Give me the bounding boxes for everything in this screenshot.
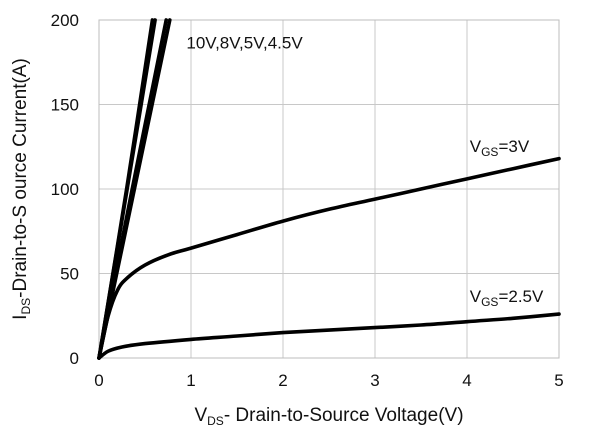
y-tick-label-1: 50 [60, 265, 79, 284]
x-tick-label-5: 5 [554, 371, 563, 390]
x-tick-label-2: 2 [278, 371, 287, 390]
annotation-ann-high: 10V,8V,5V,4.5V [186, 34, 303, 53]
x-tick-label-3: 3 [370, 371, 379, 390]
annotation-ann-2.5v: VGS=2.5V [470, 287, 544, 309]
annotations: 10V,8V,5V,4.5V VGS=3V VGS=2.5V [186, 34, 544, 310]
y-tick-label-3: 150 [51, 96, 79, 115]
y-tick-label-4: 200 [51, 11, 79, 30]
y-tick-label-0: 0 [70, 349, 79, 368]
x-tick-label-4: 4 [462, 371, 471, 390]
x-tick-label-1: 1 [186, 371, 195, 390]
curve-vgs-3v [97, 156, 561, 360]
x-axis-label: VDS- Drain-to-Source Voltage(V) [194, 405, 463, 428]
x-tick-label-0: 0 [94, 371, 103, 390]
grid [99, 20, 559, 358]
curves [97, 18, 561, 360]
annotation-ann-3v: VGS=3V [470, 137, 530, 159]
y-tick-label-2: 100 [51, 180, 79, 199]
y-axis-label: IDS-Drain-to-S ource Current(A) [10, 58, 33, 320]
plot-frame [98, 19, 560, 359]
curve-vgs-2.5v [97, 312, 561, 360]
